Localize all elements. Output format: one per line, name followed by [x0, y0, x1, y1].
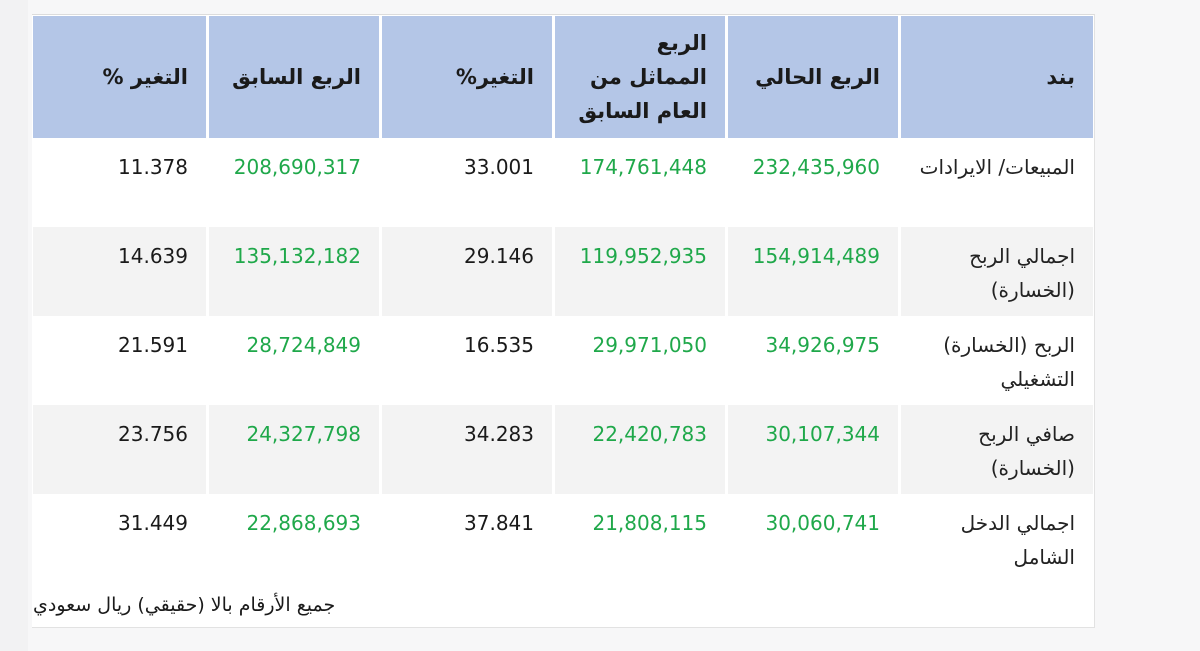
- header-change-qoq: التغير %: [33, 16, 206, 138]
- cell-same-last-year: 22,420,783: [552, 405, 725, 494]
- header-current-quarter: الربع الحالي: [725, 16, 898, 138]
- table-row: المبيعات/ الايرادات 232,435,960 174,761,…: [33, 138, 1093, 227]
- cell-current: 232,435,960: [725, 138, 898, 227]
- cell-same-last-year: 119,952,935: [552, 227, 725, 316]
- cell-change-qoq: 21.591: [118, 333, 188, 357]
- header-same-quarter-last-year: الربع المماثل من العام السابق: [552, 16, 725, 138]
- cell-current: 154,914,489: [725, 227, 898, 316]
- cell-previous: 135,132,182: [206, 227, 379, 316]
- left-margin-strip: [0, 0, 28, 651]
- cell-change-yoy: 34.283: [379, 405, 552, 494]
- table-body: المبيعات/ الايرادات 232,435,960 174,761,…: [33, 138, 1093, 583]
- row-item-label: اجمالي الربح (الخسارة): [898, 227, 1093, 316]
- table-row: الربح (الخسارة) التشغيلي 34,926,975 29,9…: [33, 316, 1093, 405]
- table-row: اجمالي الدخل الشامل 30,060,741 21,808,11…: [33, 494, 1093, 583]
- header-previous-quarter: الربع السابق: [206, 16, 379, 138]
- currency-footnote: جميع الأرقام بالا (حقيقي) ريال سعودي: [33, 594, 336, 616]
- table-row: اجمالي الربح (الخسارة) 154,914,489 119,9…: [33, 227, 1093, 316]
- cell-change-qoq: 11.378: [118, 155, 188, 179]
- cell-change-yoy: 33.001: [379, 138, 552, 227]
- cell-current: 30,107,344: [725, 405, 898, 494]
- cell-change-yoy: 29.146: [379, 227, 552, 316]
- cell-previous: 28,724,849: [206, 316, 379, 405]
- table-row: صافي الربح (الخسارة) 30,107,344 22,420,7…: [33, 405, 1093, 494]
- cell-change-qoq: 23.756: [33, 405, 206, 494]
- financial-results-table: بند الربع الحالي الربع المماثل من العام …: [33, 16, 1093, 583]
- cell-current: 34,926,975: [725, 316, 898, 405]
- row-item-label: الربح (الخسارة) التشغيلي: [898, 316, 1093, 405]
- row-item-label: المبيعات/ الايرادات: [898, 138, 1093, 227]
- cell-change-yoy: 37.841: [379, 494, 552, 583]
- row-item-label: صافي الربح (الخسارة): [898, 405, 1093, 494]
- cell-previous: 22,868,693: [206, 494, 379, 583]
- cell-change-yoy: 16.535: [379, 316, 552, 405]
- cell-change-qoq: 31.449: [118, 511, 188, 535]
- cell-same-last-year: 21,808,115: [552, 494, 725, 583]
- row-item-label: اجمالي الدخل الشامل: [898, 494, 1093, 583]
- header-change-yoy: التغير%: [379, 16, 552, 138]
- cell-previous: 24,327,798: [206, 405, 379, 494]
- cell-current: 30,060,741: [725, 494, 898, 583]
- cell-change-qoq: 14.639: [33, 227, 206, 316]
- table-header: بند الربع الحالي الربع المماثل من العام …: [33, 16, 1093, 138]
- cell-same-last-year: 29,971,050: [552, 316, 725, 405]
- header-row: بند الربع الحالي الربع المماثل من العام …: [33, 16, 1093, 138]
- cell-same-last-year: 174,761,448: [552, 138, 725, 227]
- cell-previous: 208,690,317: [206, 138, 379, 227]
- header-item: بند: [898, 16, 1093, 138]
